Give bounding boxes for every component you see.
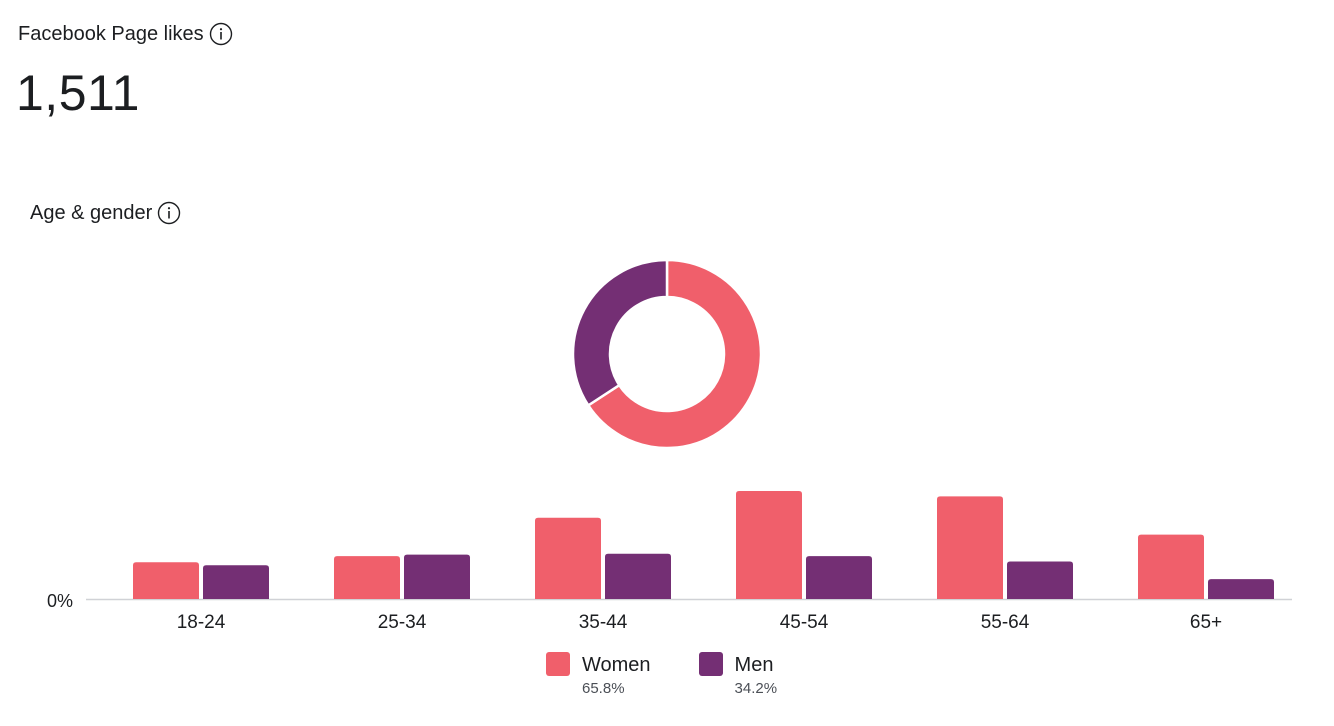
bar-women-25-34: [334, 556, 400, 599]
legend-label-men: Men: [734, 654, 774, 676]
x-tick-label: 55-64: [981, 612, 1030, 633]
chart-legend: Women 65.8% Men 34.2%: [546, 652, 825, 697]
bar-men-18-24: [203, 565, 269, 599]
legend-percent-women: 65.8%: [582, 680, 625, 697]
bar-women-45-54: [736, 490, 802, 599]
info-icon[interactable]: [157, 201, 181, 225]
bar-men-55-64: [1007, 561, 1073, 599]
x-tick-label: 25-34: [378, 612, 427, 633]
legend-percent-men: 34.2%: [734, 680, 778, 697]
bar-men-35-44: [605, 553, 671, 599]
page-likes-value: 1,511: [16, 65, 140, 121]
bar-men-65+: [1208, 579, 1274, 599]
bar-women-65+: [1138, 534, 1204, 599]
bar-men-25-34: [404, 554, 470, 599]
x-tick-label: 65+: [1190, 612, 1222, 633]
x-tick-label: 45-54: [780, 612, 829, 633]
y-tick-label: 0%: [47, 591, 73, 611]
x-tick-label: 18-24: [177, 612, 226, 633]
age-gender-header: Age & gender: [30, 201, 181, 225]
donut-slice-men: [571, 258, 669, 408]
bar-women-35-44: [535, 517, 601, 599]
x-tick-label: 35-44: [579, 612, 628, 633]
bar-men-45-54: [806, 556, 872, 599]
legend-item-men[interactable]: Men 34.2%: [698, 652, 778, 697]
page-likes-header: Facebook Page likes: [18, 22, 233, 46]
bar-women-55-64: [937, 496, 1003, 599]
page-likes-title: Facebook Page likes: [18, 22, 204, 45]
donut-slice-women: [586, 258, 763, 450]
legend-item-women[interactable]: Women 65.8%: [546, 652, 651, 697]
legend-swatch-women: [546, 652, 570, 676]
bar-women-18-24: [133, 562, 199, 599]
legend-swatch-men: [698, 652, 723, 676]
age-gender-title: Age & gender: [30, 201, 153, 224]
legend-label-women: Women: [582, 654, 651, 676]
info-icon[interactable]: [209, 22, 233, 46]
